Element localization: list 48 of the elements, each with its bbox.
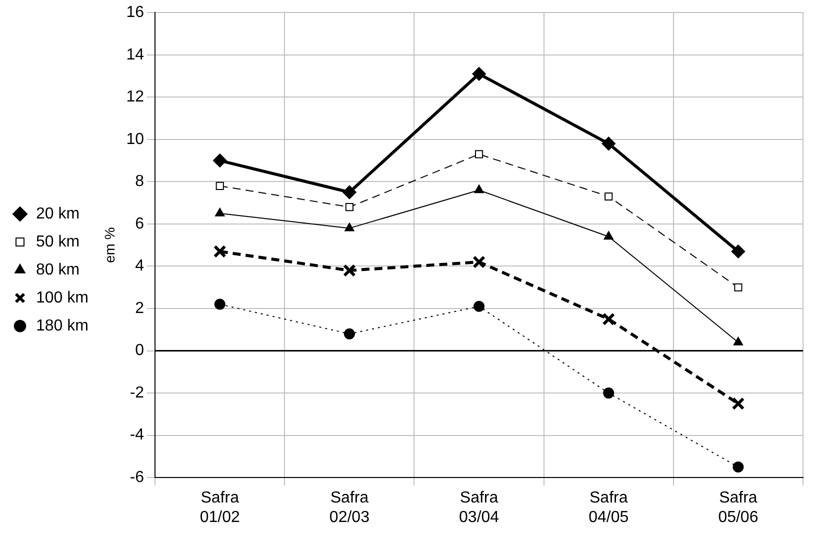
point [474, 300, 485, 312]
legend-label: 50 km [36, 233, 80, 250]
point [214, 298, 226, 310]
point [216, 182, 224, 190]
legend-label: 180 km [36, 317, 88, 334]
point [604, 192, 613, 201]
x-tick-label: Safra 03/04 [459, 490, 500, 526]
y-tick-label: 0 [135, 342, 144, 360]
y-tick-label: 10 [126, 130, 144, 148]
point [732, 462, 744, 473]
y-tick-label: 8 [135, 173, 144, 190]
x-tick-label: Safra 01/02 [200, 490, 240, 526]
legend-label: 100 km [36, 289, 88, 306]
point [604, 231, 614, 240]
y-tick-label: 12 [126, 88, 144, 106]
point [602, 312, 616, 326]
y-tick-label: 6 [135, 215, 144, 232]
legend-label: 20 km [36, 205, 80, 222]
point [472, 67, 486, 80]
y-tick-label: -4 [130, 426, 144, 444]
point [213, 244, 226, 258]
y-tick-label: 2 [135, 300, 144, 317]
point [345, 203, 354, 212]
y-tick-label: 4 [135, 258, 144, 275]
point [602, 137, 616, 150]
point [344, 222, 354, 232]
legend-label: 80 km [36, 261, 80, 278]
point [213, 154, 226, 168]
point [344, 328, 355, 340]
point [342, 264, 356, 277]
x-tick-label: Safra 02/03 [329, 490, 370, 526]
point [342, 186, 356, 199]
point [215, 208, 225, 216]
point [475, 150, 484, 158]
point [472, 256, 486, 268]
point [733, 336, 744, 346]
point [734, 283, 742, 292]
y-tick-label: 14 [126, 46, 144, 64]
x-tick-label: Safra 04/05 [588, 490, 629, 526]
y-tick-label: 16 [126, 4, 144, 22]
y-axis-title: em % [102, 227, 118, 263]
point [474, 184, 484, 194]
y-tick-label: -6 [130, 469, 144, 486]
point [732, 397, 745, 410]
y-tick-label: -2 [130, 384, 144, 402]
point [603, 388, 614, 399]
point [732, 244, 745, 258]
x-tick-label: Safra 05/06 [718, 490, 758, 526]
